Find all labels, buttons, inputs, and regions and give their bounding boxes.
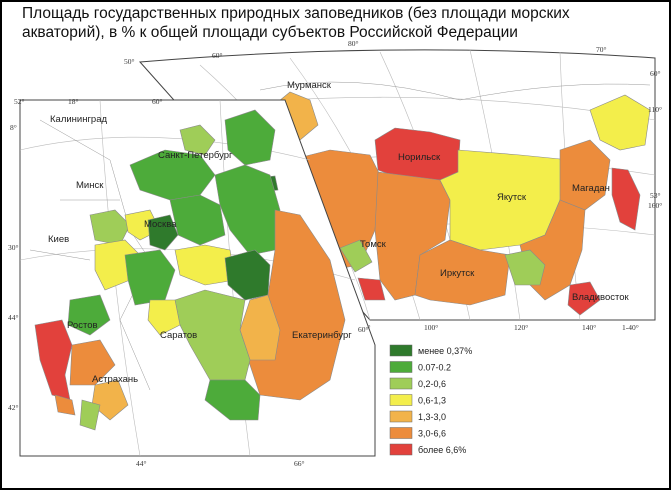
region xyxy=(567,281,601,316)
city-label: Москва xyxy=(144,219,177,230)
region xyxy=(79,399,101,431)
city-label: Норильск xyxy=(398,152,441,163)
coord-label: 60° xyxy=(152,97,163,106)
coord-label: 60° xyxy=(212,51,223,60)
region xyxy=(67,294,111,336)
city-label: Минск xyxy=(76,180,104,191)
region xyxy=(34,319,73,401)
region xyxy=(414,239,511,306)
title-line: Площадь государственных природных запове… xyxy=(22,5,570,22)
coastline xyxy=(259,81,651,101)
coord-label: 140° xyxy=(582,323,596,332)
border-line xyxy=(29,119,151,391)
coord-label: 100° xyxy=(424,323,438,332)
city-label: Иркутск xyxy=(440,268,475,279)
coord-label: 160° xyxy=(648,201,662,210)
legend-swatch xyxy=(389,394,413,406)
city-label: Калининград xyxy=(50,114,107,125)
region xyxy=(91,379,129,421)
coord-label: 44° xyxy=(8,313,19,322)
legend-label: 3,0-6,6 xyxy=(418,429,446,439)
coord-label: 120° xyxy=(514,323,528,332)
region xyxy=(179,124,216,156)
inset-map: Калининград Санкт-Петербург Минск Москва… xyxy=(8,97,376,468)
coord-label: 60° xyxy=(358,325,369,334)
city-label: Астрахань xyxy=(92,374,138,385)
coord-label: 52° xyxy=(14,97,25,106)
region xyxy=(129,149,216,201)
region xyxy=(224,109,276,166)
legend-swatch xyxy=(389,443,413,456)
region xyxy=(69,339,116,386)
legend-label: менее 0,37% xyxy=(418,346,472,356)
region xyxy=(204,379,261,421)
coord-label: 42° xyxy=(8,403,19,412)
legend-label: 0.07-0.2 xyxy=(418,363,451,373)
coord-label: 18° xyxy=(68,97,79,106)
coord-label: 66° xyxy=(294,459,305,468)
legend-swatch xyxy=(389,377,413,390)
coord-label: 8° xyxy=(10,123,17,132)
legend-label: 0,2-0,6 xyxy=(418,379,446,389)
coord-label: 53° xyxy=(650,191,661,200)
city-label: Владивосток xyxy=(572,292,630,303)
region xyxy=(174,289,251,381)
coord-label: 80° xyxy=(348,39,359,48)
coord-label: 1-40° xyxy=(622,323,639,332)
coord-label: 30° xyxy=(8,243,19,252)
coord-label: 50° xyxy=(124,57,135,66)
legend-swatch xyxy=(389,344,413,357)
coord-label: 70° xyxy=(596,45,607,54)
legend-swatch xyxy=(389,361,413,373)
coord-label: 110° xyxy=(648,105,662,114)
city-label: Киев xyxy=(48,234,69,245)
city-label: Санкт-Петербург xyxy=(158,150,233,161)
legend-label: 1,3-3,0 xyxy=(418,412,446,422)
legend-swatch xyxy=(389,427,413,439)
coord-label: 60° xyxy=(650,69,661,78)
city-label: Саратов xyxy=(160,330,197,341)
legend-swatch xyxy=(389,410,413,423)
coord-label: 44° xyxy=(136,459,147,468)
legend-label: 0,6-1,3 xyxy=(418,396,446,406)
legend-label: более 6,6% xyxy=(418,445,466,455)
region xyxy=(147,299,181,336)
region xyxy=(89,209,131,246)
title-line: акваторий), в % к общей площади субъекто… xyxy=(22,24,518,41)
region xyxy=(147,214,179,251)
region xyxy=(357,277,386,301)
region xyxy=(611,167,641,231)
city-label: Магадан xyxy=(572,183,610,194)
city-label: Екатеринбург xyxy=(292,330,352,341)
legend: менее 0,37% 0.07-0.2 0,2-0,6 0,6-1,3 1,3-3,0… xyxy=(389,344,472,456)
city-label: Ростов xyxy=(67,320,98,331)
city-label: Мурманск xyxy=(287,80,332,91)
city-label: Томск xyxy=(360,239,387,250)
region xyxy=(339,239,373,273)
region xyxy=(589,94,651,151)
region xyxy=(169,194,226,246)
region xyxy=(54,394,76,416)
city-label: Якутск xyxy=(497,192,527,203)
region xyxy=(504,249,546,286)
